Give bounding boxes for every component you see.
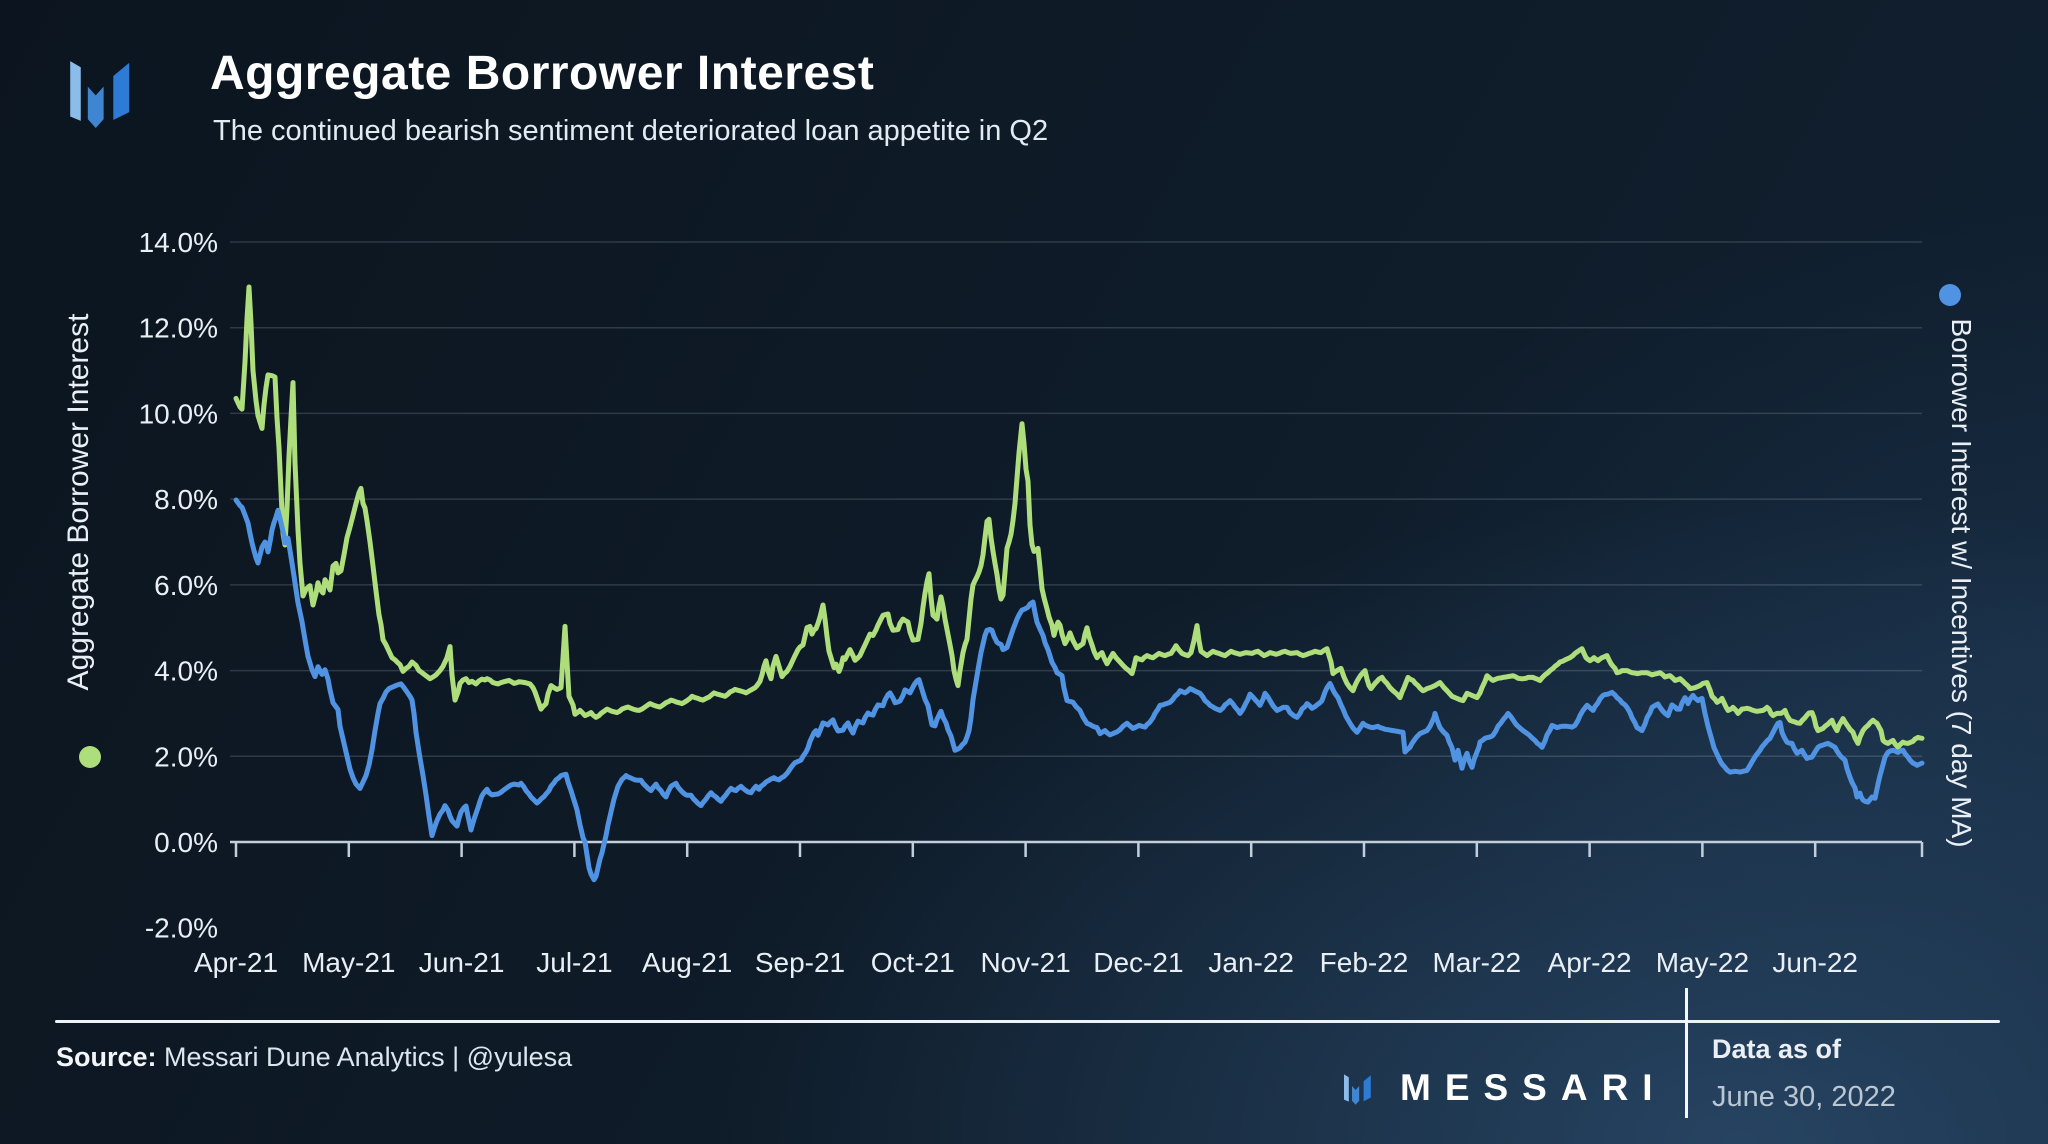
messari-wordmark: MESSARI — [1400, 1067, 1667, 1108]
messari-logo-icon — [70, 61, 130, 128]
x-axis-tick-label: Apr-21 — [194, 947, 278, 978]
x-axis-tick-label: May-22 — [1656, 947, 1749, 978]
right-series-legend-dot — [1939, 284, 1961, 306]
y-axis-tick-label: 4.0% — [154, 656, 218, 687]
messari-logo-icon — [1344, 1074, 1371, 1105]
y-axis-tick-label: 14.0% — [139, 227, 218, 258]
x-axis-tick-label: Feb-22 — [1320, 947, 1409, 978]
y-axis-tick-label: -2.0% — [145, 913, 218, 944]
right-axis-title: Borrower Interest w/ Incentives (7 day M… — [1946, 318, 1977, 847]
x-axis-tick-label: Jul-21 — [536, 947, 612, 978]
footer-divider — [55, 1020, 2000, 1023]
x-axis-tick-label: Dec-21 — [1093, 947, 1183, 978]
y-axis-tick-label: 2.0% — [154, 741, 218, 772]
x-axis-tick-label: Mar-22 — [1432, 947, 1521, 978]
source-text: Messari Dune Analytics | @yulesa — [164, 1042, 573, 1072]
source-label: Source: — [56, 1042, 157, 1072]
data-as-of-block: Data as of June 30, 2022 — [1712, 1034, 1896, 1114]
y-axis-tick-label: 0.0% — [154, 827, 218, 858]
x-axis-tick-label: Jun-22 — [1772, 947, 1858, 978]
header: Aggregate Borrower Interest The continue… — [210, 46, 1048, 148]
left-series-legend-dot — [79, 746, 101, 768]
series-line-borrower-interest-incentives — [233, 497, 1925, 883]
left-axis-title: Aggregate Borrower Interest — [62, 313, 95, 691]
y-axis-tick-label: 12.0% — [139, 313, 218, 344]
x-axis-tick-label: May-21 — [302, 947, 395, 978]
footer-vertical-divider — [1685, 988, 1688, 1118]
y-axis-tick-label: 6.0% — [154, 570, 218, 601]
source-line: Source: Messari Dune Analytics | @yulesa — [56, 1042, 572, 1073]
x-axis-tick-label: Jun-21 — [419, 947, 505, 978]
y-axis-tick-label: 8.0% — [154, 484, 218, 515]
x-axis-tick-label: Sep-21 — [755, 947, 845, 978]
messari-brand: MESSARI — [1338, 1062, 1667, 1114]
page-title: Aggregate Borrower Interest — [210, 47, 875, 100]
page-subtitle: The continued bearish sentiment deterior… — [213, 115, 1049, 147]
data-as-of-date: June 30, 2022 — [1712, 1081, 1896, 1113]
y-axis-tick-label: 10.0% — [139, 398, 218, 429]
x-axis-tick-label: Jan-22 — [1208, 947, 1294, 978]
x-axis-tick-label: Oct-21 — [871, 947, 955, 978]
data-as-of-label: Data as of — [1712, 1034, 1842, 1064]
x-axis-tick-label: Aug-21 — [642, 947, 732, 978]
series-line-aggregate-borrower-interest — [233, 284, 1925, 750]
x-axis-tick-label: Apr-22 — [1548, 947, 1632, 978]
x-axis-tick-label: Nov-21 — [980, 947, 1070, 978]
